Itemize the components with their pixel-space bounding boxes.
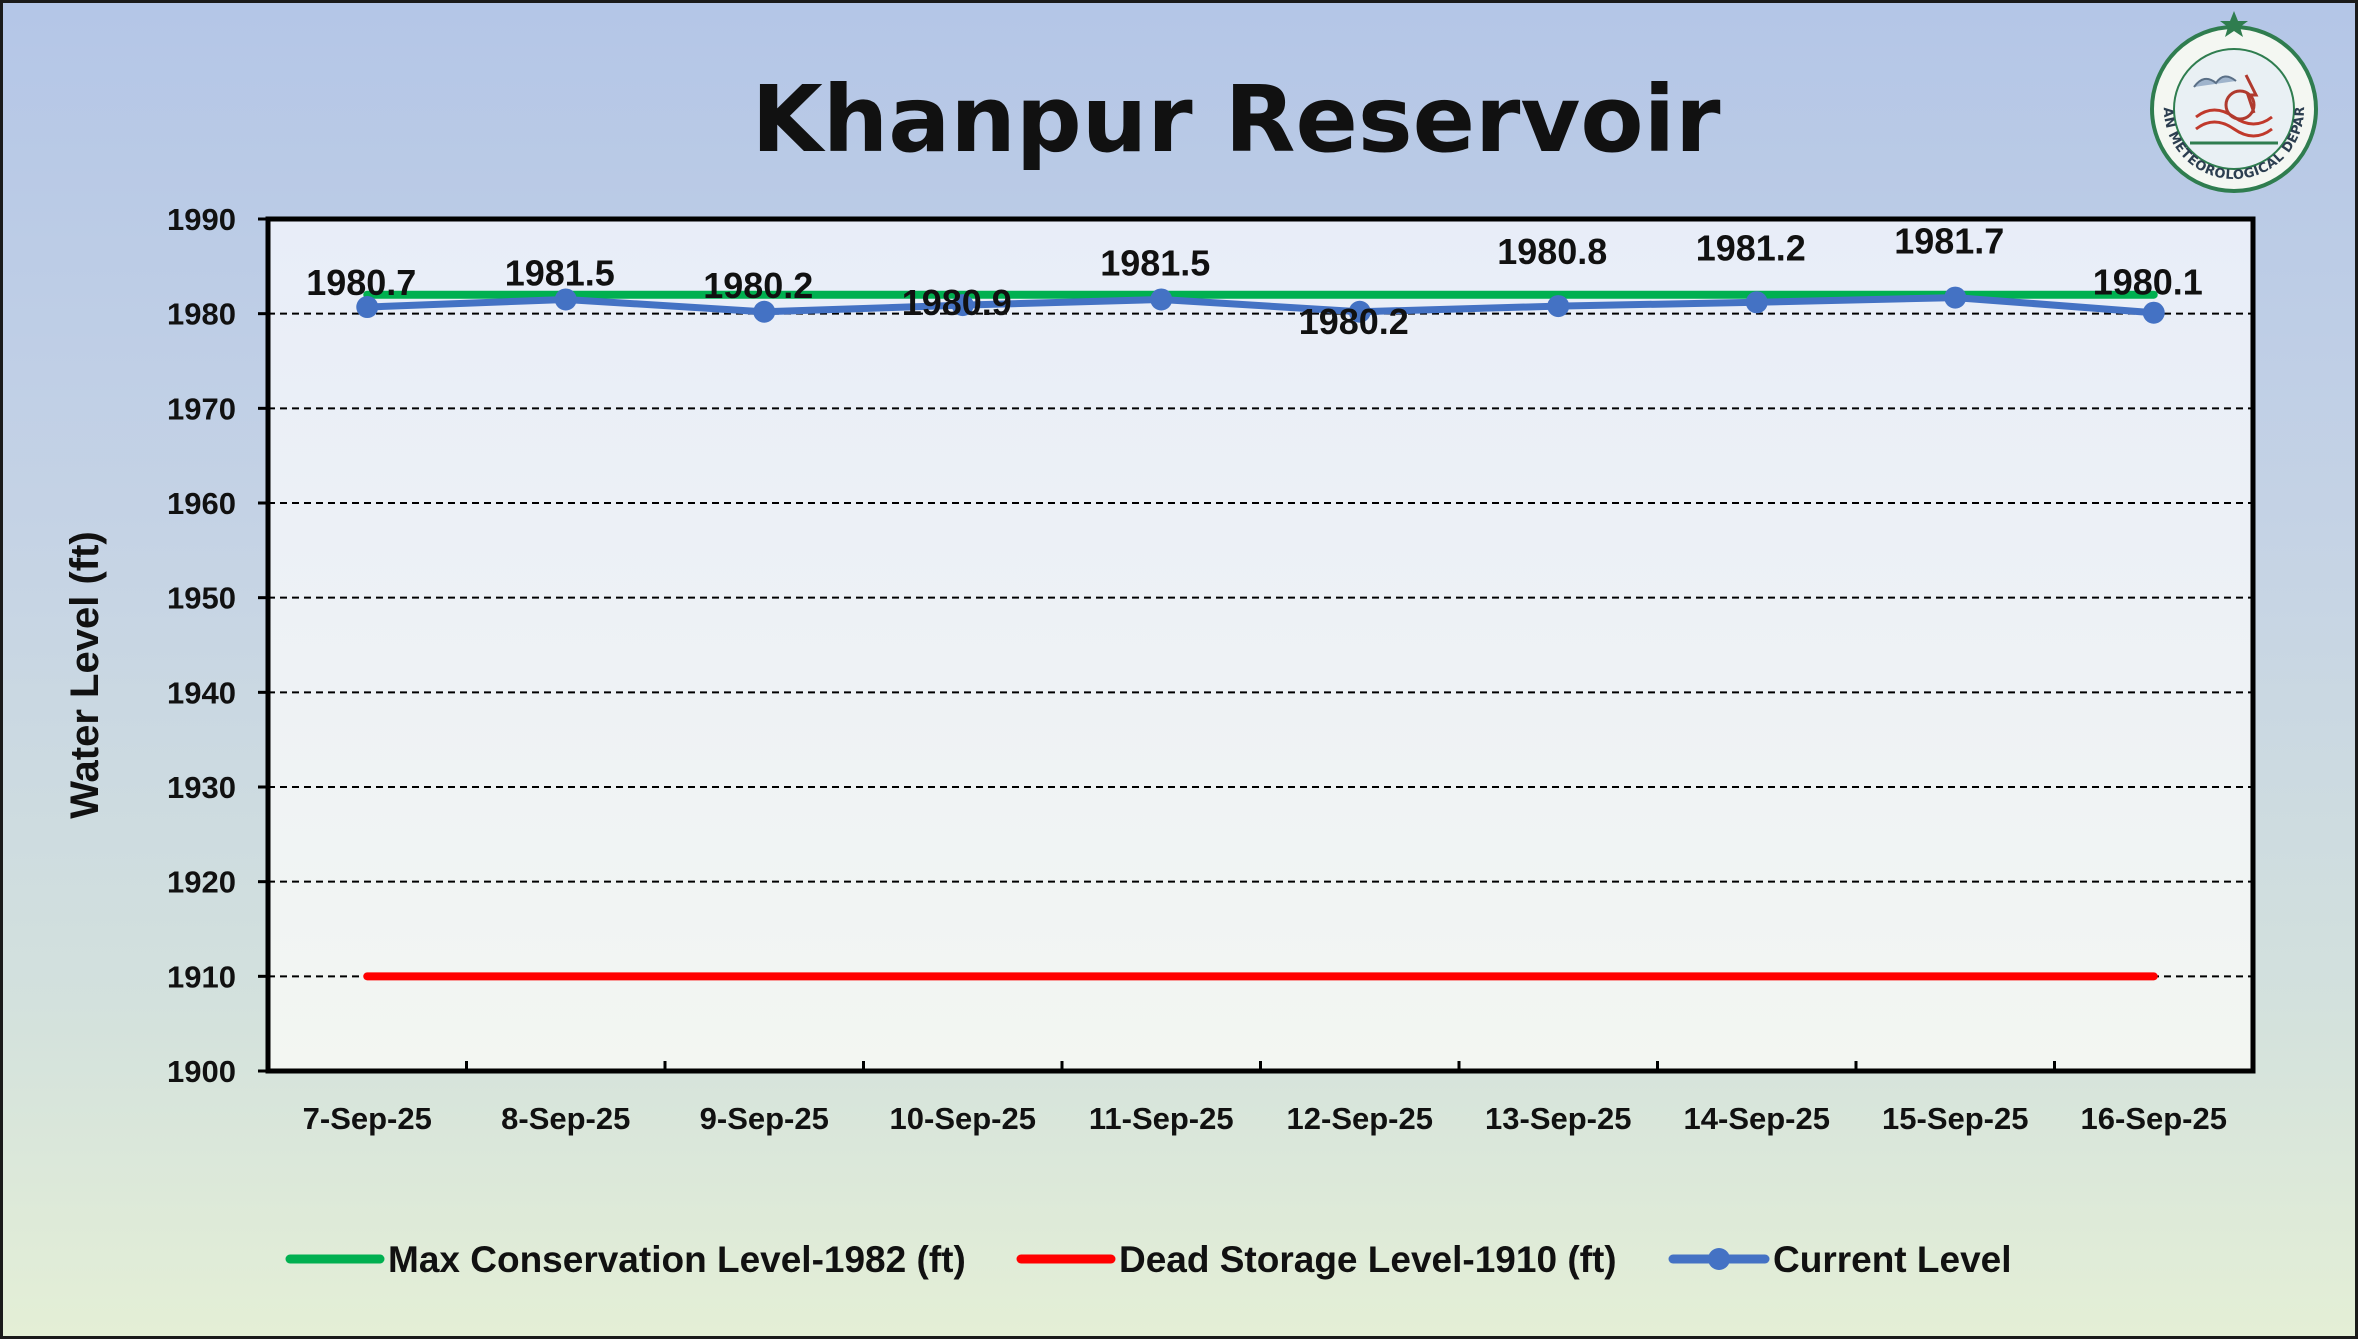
x-tick-label: 13-Sep-25 bbox=[1485, 1101, 1631, 1136]
data-point bbox=[1944, 286, 1967, 309]
line-chart: Khanpur Reservoir PAKISTAN METEOROLOGICA… bbox=[63, 11, 2318, 1280]
data-point bbox=[1547, 295, 1570, 318]
legend-item-0: Max Conservation Level-1982 (ft) bbox=[285, 1239, 966, 1280]
legend-label: Dead Storage Level-1910 (ft) bbox=[1119, 1239, 1617, 1280]
legend-item-2: Current Level bbox=[1668, 1239, 2012, 1280]
data-label: 1980.2 bbox=[703, 265, 813, 306]
x-tick-label: 16-Sep-25 bbox=[2081, 1101, 2227, 1136]
series-line-2 bbox=[363, 294, 2158, 317]
data-point bbox=[1348, 300, 1371, 323]
y-tick-label: 1900 bbox=[167, 1054, 236, 1089]
x-tick-label: 11-Sep-25 bbox=[1089, 1101, 1234, 1136]
pmd-logo: PAKISTAN METEOROLOGICAL DEPARTMENT bbox=[2150, 11, 2318, 193]
x-tick-label: 7-Sep-25 bbox=[303, 1101, 432, 1136]
data-point bbox=[951, 294, 974, 317]
x-tick-label: 15-Sep-25 bbox=[1882, 1101, 2028, 1136]
x-tick-label: 10-Sep-25 bbox=[890, 1101, 1036, 1136]
data-label: 1981.5 bbox=[505, 252, 615, 293]
y-tick-label: 1930 bbox=[167, 770, 236, 805]
data-point bbox=[356, 296, 379, 319]
data-label: 1980.8 bbox=[1497, 231, 1607, 272]
axes: 1900 1910 1920 1930 1940 1950 1960 1970 1980 1990… bbox=[167, 202, 2227, 1136]
data-point bbox=[753, 300, 776, 323]
data-point bbox=[554, 288, 577, 311]
y-tick-label: 1950 bbox=[167, 581, 236, 616]
y-tick-label: 1970 bbox=[167, 391, 236, 426]
x-tick-label: 9-Sep-25 bbox=[700, 1101, 829, 1136]
data-label: 1980.7 bbox=[306, 262, 416, 303]
y-tick-label: 1990 bbox=[167, 202, 236, 237]
y-axis-label: Water Level (ft) bbox=[63, 531, 107, 818]
data-label: 1981.2 bbox=[1696, 227, 1806, 268]
legend-label: Current Level bbox=[1773, 1239, 2012, 1280]
data-point bbox=[1745, 291, 1768, 314]
data-label: 1980.1 bbox=[2093, 262, 2203, 303]
data-labels: 1980.7 1981.5 1980.2 1980.9 1981.5 1980.2 1980… bbox=[306, 221, 2203, 342]
data-label: 1981.5 bbox=[1100, 242, 1210, 283]
x-tick-label: 12-Sep-25 bbox=[1287, 1101, 1433, 1136]
y-tick-label: 1940 bbox=[167, 675, 236, 710]
x-tick-label: 8-Sep-25 bbox=[501, 1101, 630, 1136]
x-tick-label: 14-Sep-25 bbox=[1684, 1101, 1830, 1136]
series-lines bbox=[356, 286, 2165, 981]
y-tick-label: 1920 bbox=[167, 865, 236, 900]
chart-title: Khanpur Reservoir bbox=[752, 66, 1722, 173]
y-tick-label: 1980 bbox=[167, 297, 236, 332]
data-label: 1981.7 bbox=[1894, 221, 2004, 262]
legend: Max Conservation Level-1982 (ft) Dead Sto… bbox=[285, 1239, 2012, 1280]
plot-area bbox=[268, 219, 2253, 1071]
legend-marker bbox=[1708, 1248, 1730, 1270]
y-tick-label: 1910 bbox=[167, 959, 236, 994]
y-tick-label: 1960 bbox=[167, 486, 236, 521]
legend-item-1: Dead Storage Level-1910 (ft) bbox=[1016, 1239, 1617, 1280]
data-point bbox=[1150, 288, 1173, 311]
data-label: 1980.2 bbox=[1299, 301, 1409, 342]
data-point bbox=[2142, 301, 2165, 324]
legend-label: Max Conservation Level-1982 (ft) bbox=[388, 1239, 966, 1280]
data-label: 1980.9 bbox=[902, 282, 1012, 323]
